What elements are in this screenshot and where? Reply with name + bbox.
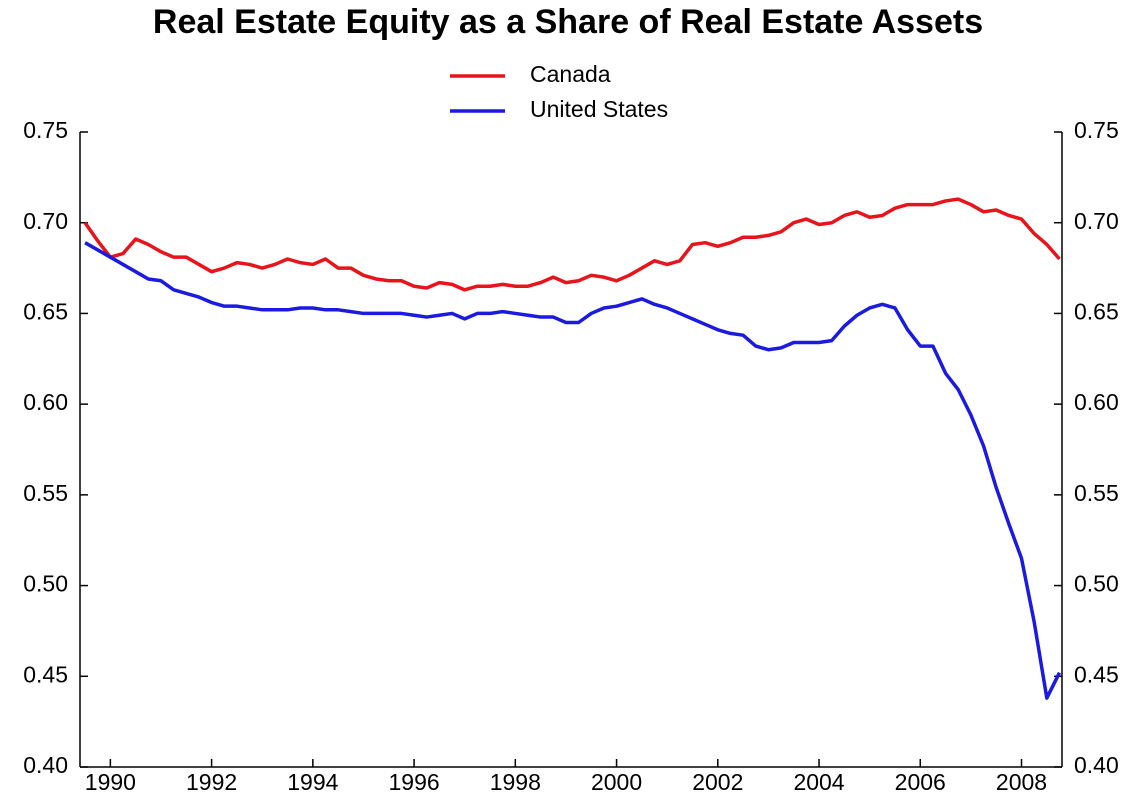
y-tick-label: 0.65 — [23, 299, 68, 325]
x-tick-label: 1998 — [490, 769, 541, 795]
y2-tick-label: 0.75 — [1074, 117, 1119, 143]
series-line — [84, 241, 1062, 700]
y-tick-label: 0.50 — [23, 571, 68, 597]
x-tick-label: 2000 — [591, 769, 642, 795]
y2-tick-label: 0.40 — [1074, 752, 1119, 778]
x-tick-label: 1996 — [388, 769, 439, 795]
y2-tick-label: 0.70 — [1074, 208, 1119, 234]
y-tick-label: 0.55 — [23, 480, 68, 506]
x-tick-label: 2002 — [692, 769, 743, 795]
series-line — [83, 197, 1061, 292]
y2-tick-label: 0.55 — [1074, 480, 1119, 506]
x-tick-label: 1992 — [186, 769, 237, 795]
x-tick-label: 1990 — [85, 769, 136, 795]
y2-tick-label: 0.65 — [1074, 299, 1119, 325]
y-tick-label: 0.60 — [23, 389, 68, 415]
y2-tick-label: 0.60 — [1074, 389, 1119, 415]
y2-tick-label: 0.50 — [1074, 571, 1119, 597]
chart-title: Real Estate Equity as a Share of Real Es… — [153, 3, 983, 41]
y-tick-label: 0.70 — [23, 208, 68, 234]
legend-label: United States — [530, 96, 668, 122]
x-tick-label: 2004 — [793, 769, 844, 795]
y-tick-label: 0.40 — [23, 752, 68, 778]
legend-label: Canada — [530, 61, 611, 87]
x-tick-label: 2006 — [895, 769, 946, 795]
x-tick-label: 1994 — [287, 769, 338, 795]
x-tick-label: 2008 — [996, 769, 1047, 795]
y-tick-label: 0.45 — [23, 661, 68, 687]
y2-tick-label: 0.45 — [1074, 661, 1119, 687]
y-tick-label: 0.75 — [23, 117, 68, 143]
